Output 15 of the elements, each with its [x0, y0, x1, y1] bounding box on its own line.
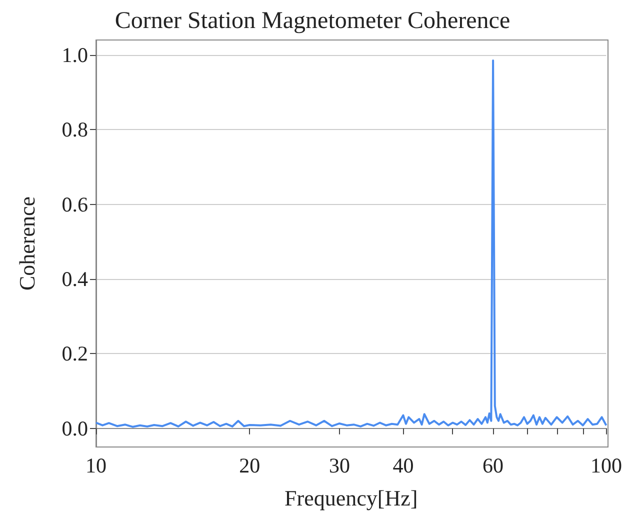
y-axis-title: Coherence: [14, 196, 40, 291]
y-tick-label: 0.2: [62, 342, 88, 366]
x-axis-title: Frequency[Hz]: [284, 486, 418, 510]
x-tick-label: 10: [86, 454, 106, 478]
x-tick-label: 60: [482, 454, 504, 478]
x-tick-label: 30: [328, 454, 350, 478]
y-tick-label: 0.0: [62, 416, 88, 440]
x-tick-label: 100: [590, 454, 622, 478]
x-tick-label: 40: [392, 454, 414, 478]
y-tick-label: 0.6: [62, 192, 88, 216]
y-tick-label: 1.0: [62, 42, 88, 67]
y-tick-label: 0.8: [62, 118, 88, 142]
x-tick-label: 20: [239, 454, 260, 478]
y-tick-label: 0.4: [62, 266, 88, 291]
chart-title: Corner Station Magnetometer Coherence: [114, 8, 510, 34]
